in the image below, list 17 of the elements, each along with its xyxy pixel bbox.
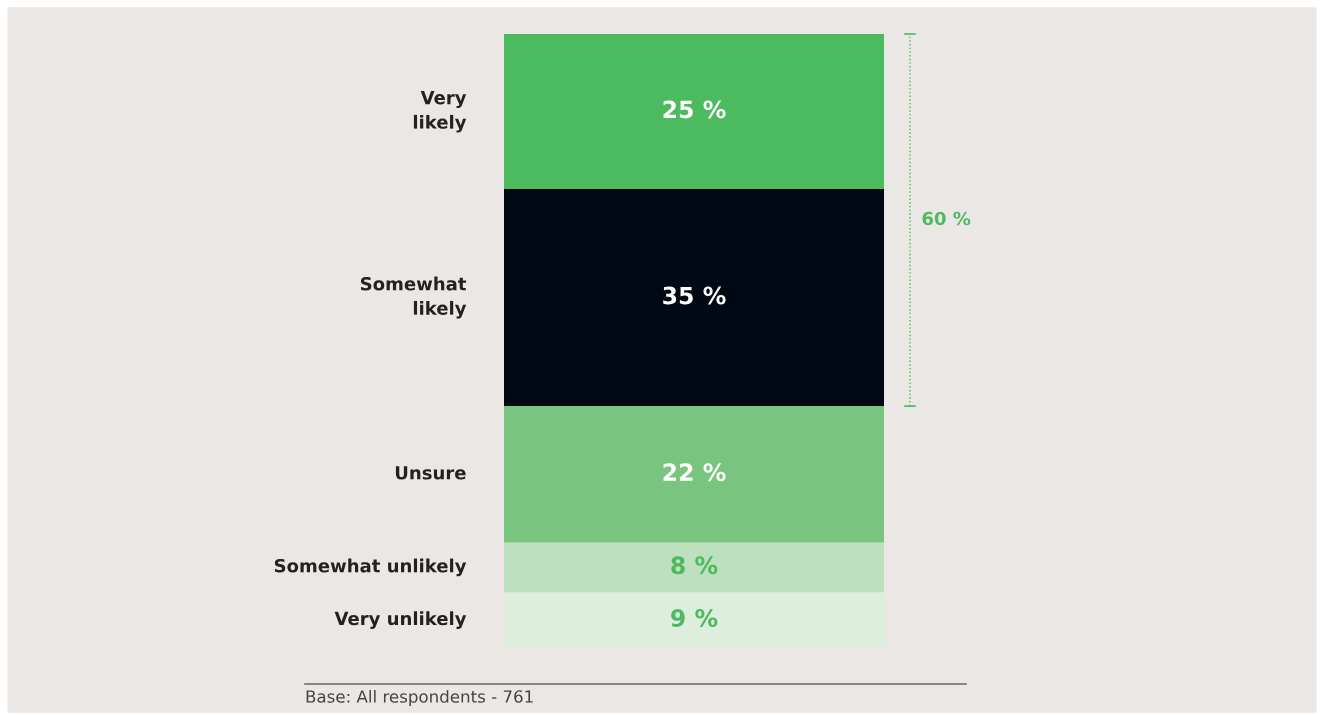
data-label: 35 % xyxy=(663,286,726,305)
bar xyxy=(504,406,884,543)
text: Unsure xyxy=(395,466,466,480)
text: Somewhat unlikely xyxy=(274,558,467,577)
bar xyxy=(504,592,884,648)
data-label: 9 % xyxy=(671,609,718,627)
bar xyxy=(504,189,884,407)
text: 60 % xyxy=(922,211,971,226)
data-label: 8 % xyxy=(671,556,718,575)
text: Base: All respondents - 761 xyxy=(306,689,533,707)
text: Very likely xyxy=(413,90,467,133)
bar xyxy=(504,34,884,190)
data-label: 22 % xyxy=(663,463,726,482)
text: Somewhat likely xyxy=(360,276,467,319)
bar xyxy=(504,542,884,593)
data-label: 25 % xyxy=(663,100,726,119)
text: Very unlikely xyxy=(334,611,467,629)
